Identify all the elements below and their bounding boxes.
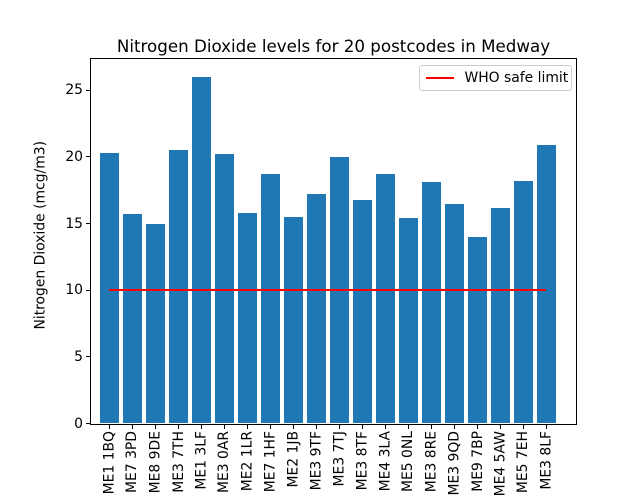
- bar: [399, 218, 418, 424]
- x-tick-label: ME9 7BP: [469, 431, 486, 492]
- chart-title: Nitrogen Dioxide levels for 20 postcodes…: [116, 36, 551, 56]
- x-tick: [499, 424, 501, 429]
- x-tick: [522, 424, 524, 429]
- y-tick-label: 5: [74, 348, 83, 365]
- bar: [353, 199, 372, 424]
- x-tick-label: ME3 8RE: [423, 431, 440, 493]
- x-tick-label: ME3 9TF: [308, 431, 325, 491]
- x-tick-label: ME8 9DE: [147, 431, 164, 494]
- bar: [445, 203, 464, 424]
- bar: [169, 150, 188, 424]
- x-tick-label: ME5 7EH: [515, 431, 532, 494]
- bar: [376, 174, 395, 424]
- bar: [468, 236, 487, 424]
- y-tick: [86, 156, 90, 158]
- bar: [491, 207, 510, 424]
- x-tick-label: ME3 7TJ: [331, 431, 348, 487]
- x-tick-label: ME2 1LR: [239, 431, 256, 492]
- y-tick: [86, 289, 90, 291]
- x-tick: [223, 424, 225, 429]
- bar: [100, 152, 119, 424]
- x-tick-label: ME4 5AW: [492, 431, 509, 496]
- x-tick-label: ME3 8TF: [354, 431, 371, 491]
- plot-area: [89, 57, 577, 425]
- bar: [192, 76, 211, 424]
- x-tick: [453, 424, 455, 429]
- figure: { "figure": { "title": "Nitrogen Dioxide…: [33, 36, 577, 496]
- bar: [238, 212, 257, 424]
- x-tick: [338, 424, 340, 429]
- legend-line-swatch: [425, 77, 454, 79]
- bar: [261, 174, 280, 424]
- y-tick-label: 10: [65, 282, 83, 299]
- plot-contents: 0 5 10 15 20 25 ME1 1BQ ME7 3PD ME8 9DE ME3 7TH ME…: [65, 76, 556, 496]
- y-tick: [86, 89, 90, 91]
- x-tick: [108, 424, 110, 429]
- x-tick: [269, 424, 271, 429]
- x-tick-label: ME7 1HF: [262, 431, 279, 493]
- x-tick: [407, 424, 409, 429]
- x-tick: [246, 424, 248, 429]
- legend-label: WHO safe limit: [464, 69, 569, 86]
- bar: [422, 182, 441, 424]
- x-tick: [430, 424, 432, 429]
- x-tick: [131, 424, 133, 429]
- bar: [514, 180, 533, 424]
- x-tick: [200, 424, 202, 429]
- y-tick-label: 15: [65, 215, 83, 232]
- x-tick-label: ME3 0AR: [216, 431, 233, 494]
- y-tick-label: 0: [74, 415, 83, 432]
- x-tick-label: ME2 1JB: [285, 431, 302, 488]
- x-tick: [315, 424, 317, 429]
- x-tick-label: ME5 0NL: [400, 431, 417, 492]
- x-tick-label: ME3 7TH: [170, 431, 187, 493]
- x-tick: [361, 424, 363, 429]
- x-tick-label: ME7 3PD: [124, 431, 141, 493]
- x-tick-label: ME1 1BQ: [101, 431, 118, 495]
- legend: WHO safe limit: [418, 64, 572, 91]
- x-tick-label: ME4 3LA: [377, 431, 394, 492]
- x-tick-label: ME3 9QD: [446, 431, 463, 496]
- y-tick: [86, 423, 90, 424]
- y-tick-label: 25: [65, 82, 83, 99]
- bar: [123, 214, 142, 424]
- x-tick: [177, 424, 179, 429]
- y-tick: [86, 356, 90, 358]
- bar: [537, 144, 556, 424]
- x-tick: [545, 424, 547, 429]
- x-tick: [154, 424, 156, 429]
- y-tick: [86, 223, 90, 225]
- x-tick-label: ME1 3LF: [193, 431, 210, 490]
- who-limit-line: [109, 289, 547, 292]
- x-tick: [384, 424, 386, 429]
- x-tick: [292, 424, 294, 429]
- y-tick-label: 20: [65, 148, 83, 165]
- bar: [284, 216, 303, 424]
- x-tick: [476, 424, 478, 429]
- x-tick-label: ME3 8LF: [538, 431, 555, 490]
- bar: [215, 154, 234, 424]
- bar: [307, 194, 326, 424]
- bar: [146, 223, 165, 424]
